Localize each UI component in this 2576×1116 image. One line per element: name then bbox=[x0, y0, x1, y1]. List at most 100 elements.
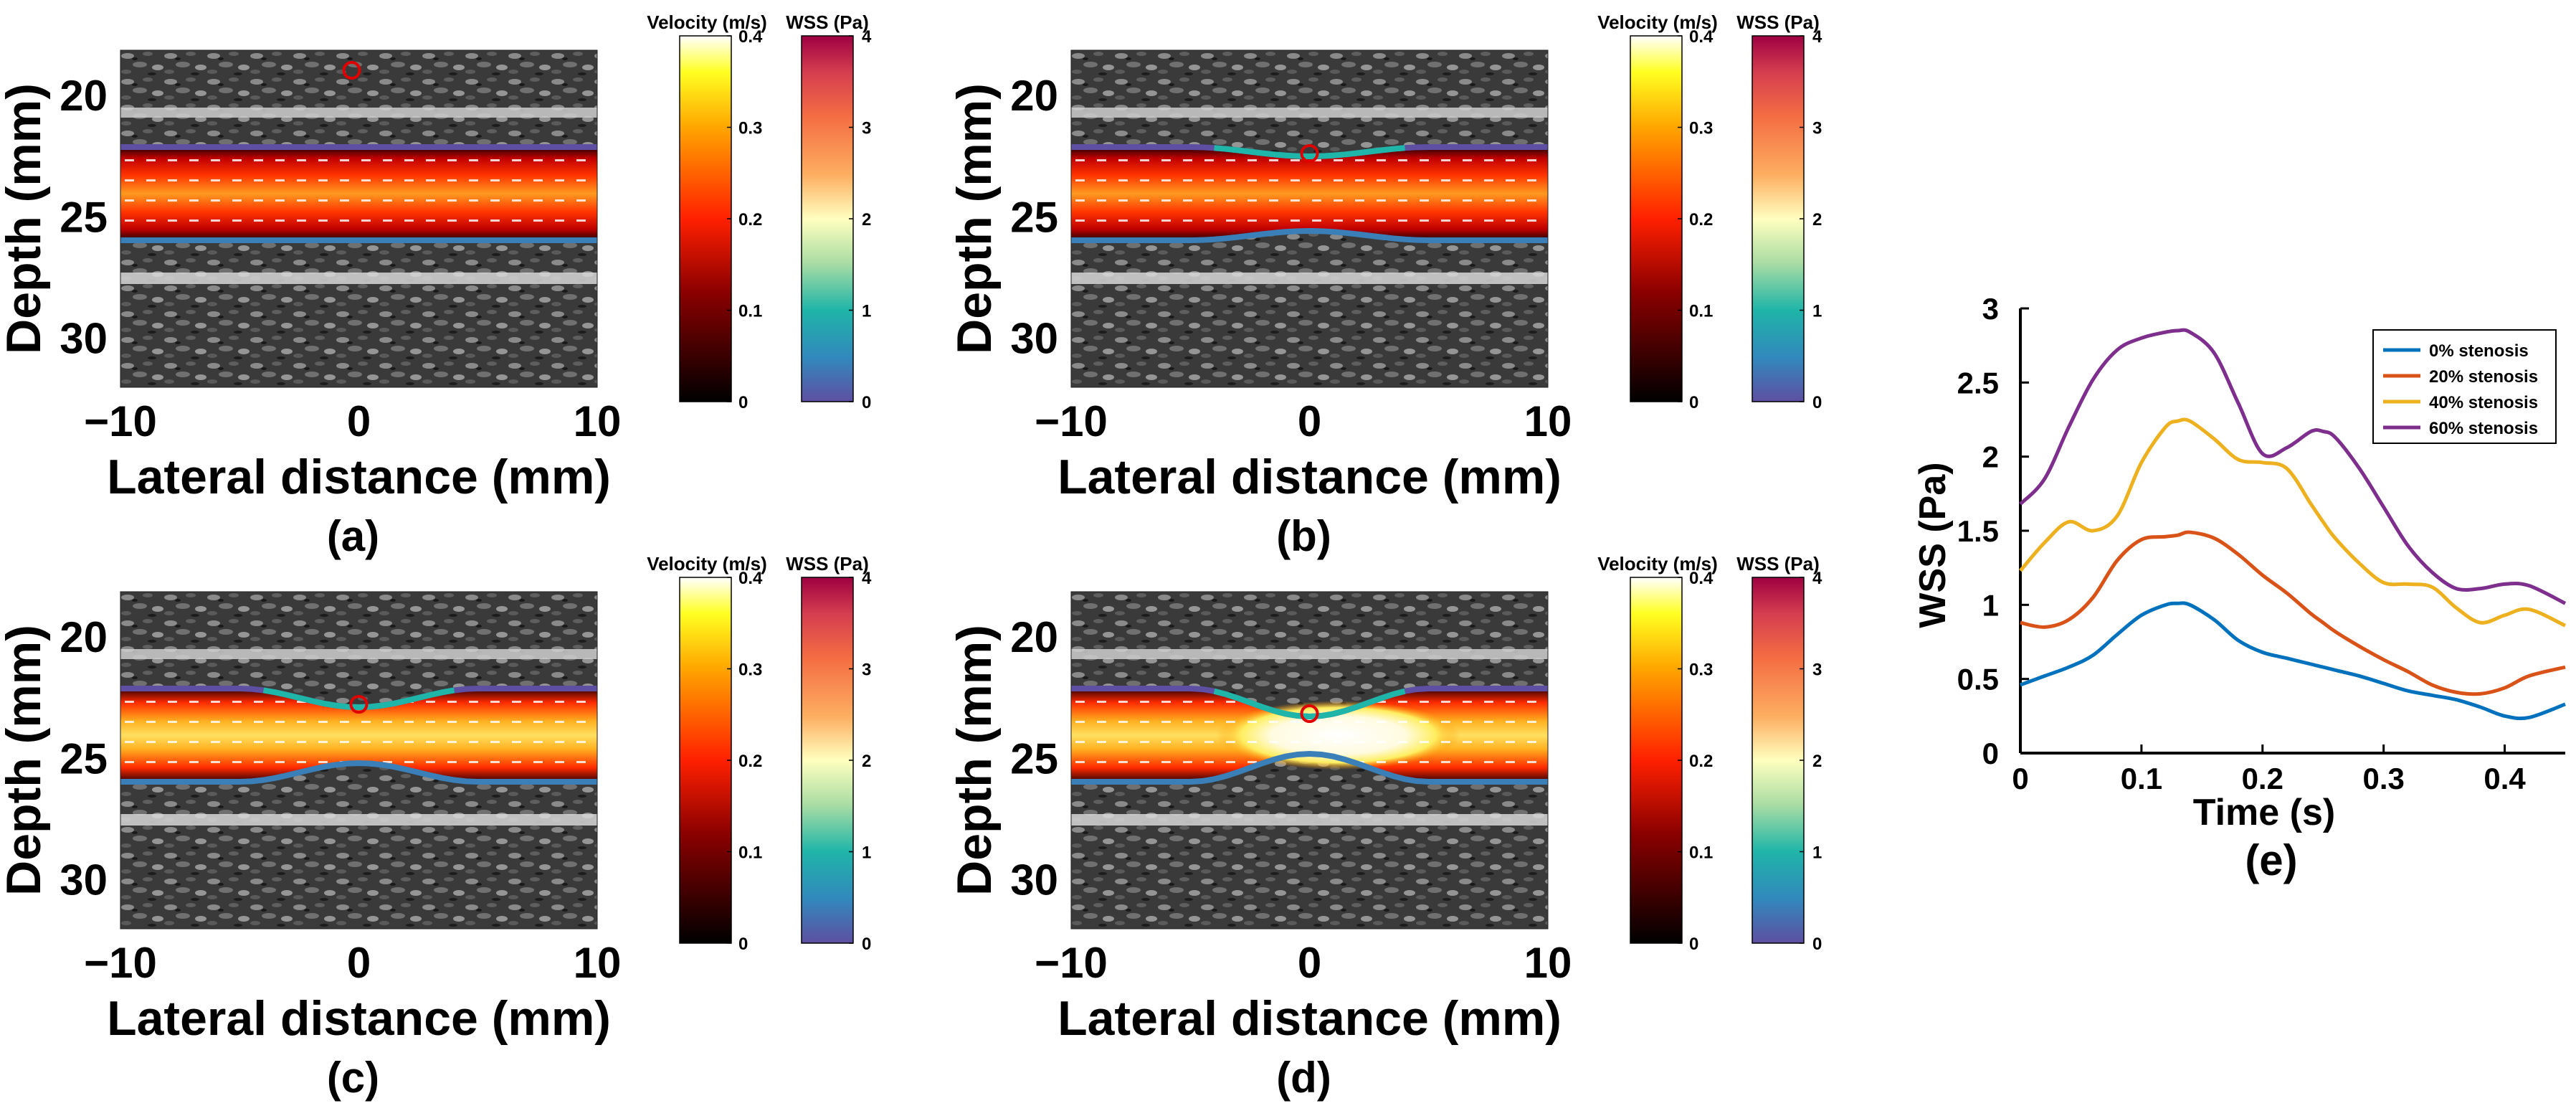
x-tick-label: −10 bbox=[1035, 939, 1108, 987]
y-axis-label: WSS (Pa) bbox=[1912, 462, 1954, 628]
wss-colorbar-tick: 0 bbox=[1812, 393, 1822, 412]
x-tick-label: −10 bbox=[1035, 397, 1108, 445]
image-frame bbox=[120, 49, 598, 388]
y-tick-label: 30 bbox=[1010, 314, 1058, 362]
velocity-colorbar bbox=[1630, 35, 1683, 402]
x-axis-label: Time (s) bbox=[2193, 792, 2335, 833]
x-tick-label: 10 bbox=[574, 397, 622, 445]
wss-colorbar-tick: 4 bbox=[1812, 27, 1822, 47]
y-tick-label: 30 bbox=[60, 856, 108, 904]
velocity-colorbar-tick: 0.1 bbox=[738, 302, 762, 321]
wss-colorbar-tick: 4 bbox=[862, 569, 872, 588]
wss-wall-throat bbox=[262, 687, 455, 711]
legend-entry-label: 0% stenosis bbox=[2429, 341, 2529, 361]
y-tick-label: 25 bbox=[1010, 734, 1058, 782]
series-line-3 bbox=[2019, 328, 2567, 605]
y-axis-label: Depth (mm) bbox=[0, 83, 51, 354]
image-frame bbox=[1070, 49, 1549, 388]
velocity-colorbar-tick: 0 bbox=[738, 935, 748, 954]
wss-colorbar-tick: 0 bbox=[862, 935, 871, 954]
y-tick-label: 20 bbox=[1010, 613, 1058, 661]
series-line-0 bbox=[2020, 601, 2566, 721]
x-axis-label: Lateral distance (mm) bbox=[107, 450, 611, 504]
wss-colorbar-tick: 3 bbox=[862, 661, 871, 680]
wss-colorbar-tick: 2 bbox=[862, 210, 871, 230]
panel-a: 20 25 30 −10 0 10 Lateral distance (mm) Depth (… bbox=[0, 11, 872, 560]
wss-colorbar-tick: 0 bbox=[862, 393, 871, 412]
measurement-point-marker bbox=[1300, 144, 1319, 163]
velocity-vectors bbox=[120, 689, 597, 782]
velocity-colorbar-tick: 0.2 bbox=[1689, 752, 1713, 771]
wss-wall-throat bbox=[1214, 145, 1405, 160]
velocity-colorbar-tick: 0 bbox=[1689, 393, 1698, 412]
y-axis-label: Depth (mm) bbox=[0, 625, 51, 896]
x-tick-label: −10 bbox=[84, 397, 157, 445]
series-line-2 bbox=[2019, 417, 2567, 628]
y-tick-label: 0 bbox=[1982, 737, 1999, 770]
wss-colorbar-tick: 4 bbox=[862, 27, 872, 47]
wss-colorbar-tick: 3 bbox=[1812, 119, 1822, 138]
velocity-colorbar-tick: 0.1 bbox=[738, 843, 762, 863]
tissue-band-lower bbox=[120, 814, 597, 826]
wss-colorbar-tick: 2 bbox=[1812, 210, 1822, 230]
y-tick-label: 2 bbox=[1982, 440, 1999, 474]
y-tick-label: 25 bbox=[1010, 193, 1058, 241]
wss-colorbar-tick: 2 bbox=[1812, 752, 1822, 771]
velocity-colorbar-tick: 0.2 bbox=[1689, 210, 1713, 230]
velocity-colorbar bbox=[1630, 577, 1683, 944]
y-tick-label: 20 bbox=[60, 613, 108, 661]
tissue-band-upper bbox=[1071, 649, 1548, 659]
velocity-colorbar-tick: 0.2 bbox=[738, 210, 762, 230]
wss-colorbar bbox=[1752, 35, 1805, 402]
velocity-colorbar bbox=[679, 35, 732, 402]
x-tick-label: 0 bbox=[2012, 762, 2028, 795]
y-tick-label: 1.5 bbox=[1957, 514, 1999, 548]
velocity-colorbar-title: Velocity (m/s) bbox=[647, 11, 767, 33]
velocity-colorbar bbox=[679, 577, 732, 944]
velocity-colorbar-tick: 0.1 bbox=[1689, 843, 1713, 863]
velocity-vectors bbox=[1071, 689, 1548, 782]
tissue-band-upper bbox=[120, 649, 597, 659]
wss-wall-throat bbox=[1213, 688, 1406, 720]
x-tick-label: 0.4 bbox=[2484, 762, 2526, 795]
velocity-colorbar-tick: 0.4 bbox=[738, 569, 763, 588]
measurement-point-marker bbox=[342, 61, 361, 80]
velocity-colorbar-tick: 0.2 bbox=[738, 752, 762, 771]
tissue-band-upper bbox=[120, 108, 597, 118]
velocity-vectors bbox=[120, 147, 597, 240]
wss-colorbar-tick: 4 bbox=[1812, 569, 1822, 588]
panel-label: (a) bbox=[327, 512, 379, 560]
velocity-colorbar-tick: 0.3 bbox=[738, 119, 762, 138]
legend-entry-label: 20% stenosis bbox=[2429, 367, 2538, 387]
legend-entry-label: 60% stenosis bbox=[2429, 419, 2538, 438]
wss-wall-lower bbox=[1071, 227, 1548, 243]
x-tick-label: 0 bbox=[1298, 939, 1321, 987]
measurement-point-marker bbox=[1300, 704, 1319, 723]
y-tick-label: 25 bbox=[60, 734, 108, 782]
wss-colorbar-tick: 1 bbox=[862, 302, 871, 321]
wss-wall-lower bbox=[120, 760, 597, 785]
wss-colorbar-tick: 1 bbox=[1812, 302, 1822, 321]
y-axis-label: Depth (mm) bbox=[947, 83, 1002, 354]
tissue-band-lower bbox=[1071, 814, 1548, 826]
y-tick-label: 2.5 bbox=[1957, 366, 1999, 399]
velocity-colorbar-tick: 0.4 bbox=[1689, 569, 1714, 588]
x-axis-label: Lateral distance (mm) bbox=[1058, 450, 1562, 504]
velocity-colorbar-title: Velocity (m/s) bbox=[647, 553, 767, 574]
x-tick-label: 10 bbox=[1524, 397, 1572, 445]
y-tick-label: 25 bbox=[60, 193, 108, 241]
y-tick-label: 3 bbox=[1982, 292, 1999, 326]
x-tick-label: 0.2 bbox=[2242, 762, 2283, 795]
y-tick-label: 20 bbox=[60, 72, 108, 120]
y-tick-label: 30 bbox=[60, 314, 108, 362]
x-tick-label: 0 bbox=[347, 939, 371, 987]
y-tick-label: 0.5 bbox=[1957, 663, 1999, 696]
legend-entry-label: 40% stenosis bbox=[2429, 393, 2538, 412]
wss-colorbar-tick: 1 bbox=[1812, 843, 1822, 863]
velocity-colorbar-title: Velocity (m/s) bbox=[1597, 553, 1718, 574]
tissue-band-lower bbox=[120, 273, 597, 284]
wss-colorbar-title: WSS (Pa) bbox=[1736, 553, 1820, 574]
velocity-colorbar-tick: 0.1 bbox=[1689, 302, 1713, 321]
wss-colorbar bbox=[1752, 577, 1805, 944]
